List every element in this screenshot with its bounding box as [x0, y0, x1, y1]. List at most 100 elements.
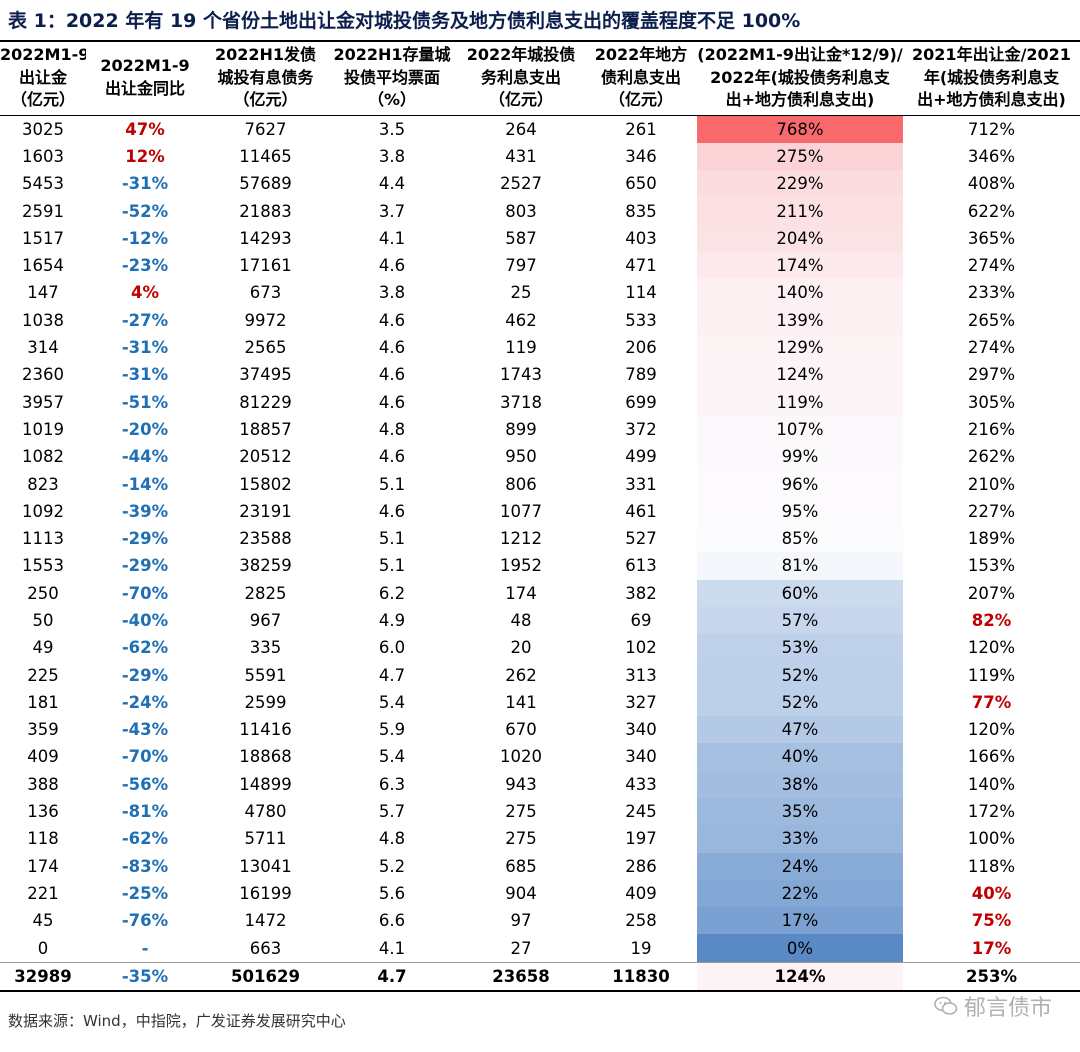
- land-transfer-cell: 118: [27, 829, 59, 849]
- coverage-2021-cell: 100%: [967, 829, 1016, 849]
- land-transfer-cell: 2360: [22, 365, 64, 385]
- chengtou-interest-cell: 262: [505, 665, 537, 685]
- coverage-2021-cell: 712%: [967, 119, 1016, 139]
- coverage-2022-cell: 211%: [697, 197, 903, 225]
- chengtou-interest-cell: 797: [505, 256, 537, 276]
- local-bond-interest-cell: 471: [625, 256, 657, 276]
- debt-cell: 37495: [239, 365, 292, 385]
- yoy-cell: -43%: [121, 720, 169, 740]
- yoy-cell: -24%: [121, 692, 169, 712]
- coupon-cell: 4.6: [378, 392, 406, 412]
- column-header-line: 2021年出让金/2021: [912, 45, 1071, 64]
- coverage-2022-cell: 96%: [697, 470, 903, 498]
- column-header-line: 出让金: [18, 67, 67, 87]
- land-transfer-cell: 136: [27, 802, 59, 822]
- table-row: 147 4% 673 3.8 25 114 140% 233%: [0, 279, 1080, 307]
- table-row: 50 -40% 967 4.9 48 69 57% 82%: [0, 606, 1080, 635]
- local-bond-interest-cell: 261: [625, 119, 657, 139]
- land-transfer-cell: 181: [27, 692, 59, 712]
- coupon-cell: 4.6: [378, 256, 406, 276]
- watermark: 郁言债市: [934, 990, 1052, 1022]
- coupon-cell: 4.1: [378, 228, 406, 248]
- yoy-cell: 47%: [125, 119, 165, 139]
- column-header-line: （亿元）: [488, 90, 553, 109]
- yoy-cell: -35%: [86, 961, 204, 992]
- source-note: 数据来源：Wind，中指院，广发证券发展研究中心: [8, 1012, 346, 1030]
- chengtou-interest-cell: 23658: [457, 961, 585, 992]
- yoy-cell: -: [141, 938, 149, 958]
- chengtou-interest-cell: 27: [510, 938, 532, 958]
- table-row: 1082 -44% 20512 4.6 950 499 99% 262%: [0, 443, 1080, 471]
- coverage-2021-cell: 120%: [967, 638, 1016, 658]
- debt-cell: 38259: [239, 556, 292, 576]
- debt-cell: 16199: [239, 883, 292, 903]
- chengtou-interest-cell: 97: [510, 911, 532, 931]
- chengtou-interest-cell: 431: [505, 146, 537, 166]
- coupon-cell: 4.6: [378, 447, 406, 467]
- yoy-cell: -23%: [121, 256, 169, 276]
- coverage-2021-cell: 77%: [971, 692, 1012, 712]
- column-header-line: 出+地方债利息支出): [917, 90, 1066, 109]
- coupon-cell: 4.6: [378, 310, 406, 330]
- table-row: 174 -83% 13041 5.2 685 286 24% 118%: [0, 852, 1080, 880]
- table-row: 49 -62% 335 6.0 20 102 53% 120%: [0, 634, 1080, 662]
- table-row: 45 -76% 1472 6.6 97 258 17% 75%: [0, 907, 1080, 935]
- coverage-2022-cell: 124%: [697, 961, 903, 992]
- column-header-line: （亿元）: [233, 90, 298, 109]
- local-bond-interest-cell: 340: [625, 720, 657, 740]
- local-bond-interest-cell: 527: [625, 529, 657, 549]
- debt-cell: 663: [249, 938, 282, 958]
- local-bond-interest-cell: 331: [625, 474, 657, 494]
- coverage-2021-cell: 216%: [967, 419, 1016, 439]
- coverage-2021-cell: 346%: [967, 146, 1016, 166]
- local-bond-interest-cell: 789: [625, 365, 657, 385]
- chengtou-interest-cell: 174: [505, 583, 537, 603]
- coupon-cell: 4.6: [378, 365, 406, 385]
- chengtou-interest-cell: 806: [505, 474, 537, 494]
- coverage-2021-cell: 262%: [967, 447, 1016, 467]
- coupon-cell: 5.7: [378, 802, 406, 822]
- coupon-cell: 3.7: [378, 201, 406, 221]
- coupon-cell: 5.4: [378, 692, 406, 712]
- column-header-7: (2022M1-9出让金*12/9)/ 2022年(城投债务利息支 出+地方债利息支…: [697, 40, 903, 116]
- local-bond-interest-cell: 69: [630, 610, 652, 630]
- column-header-line: 2022M1-9: [0, 45, 86, 64]
- coverage-2022-cell: 52%: [697, 661, 903, 689]
- debt-cell: 7627: [244, 119, 287, 139]
- coverage-2021-cell: 75%: [971, 911, 1012, 931]
- local-bond-interest-cell: 372: [625, 419, 657, 439]
- debt-cell: 4780: [244, 802, 287, 822]
- land-transfer-cell: 174: [27, 856, 59, 876]
- local-bond-interest-cell: 206: [625, 338, 657, 358]
- land-transfer-cell: 225: [27, 665, 59, 685]
- yoy-cell: -12%: [121, 228, 169, 248]
- chengtou-interest-cell: 1212: [500, 529, 542, 549]
- table-row: 1603 12% 11465 3.8 431 346 275% 346%: [0, 142, 1080, 171]
- yoy-cell: -29%: [121, 556, 169, 576]
- column-header-line: （%）: [367, 90, 417, 109]
- chengtou-interest-cell: 943: [505, 774, 537, 794]
- chengtou-interest-cell: 25: [510, 283, 532, 303]
- wechat-icon: [934, 995, 958, 1017]
- coupon-cell: 6.0: [378, 638, 406, 658]
- local-bond-interest-cell: 433: [625, 774, 657, 794]
- coverage-2022-cell: 0%: [697, 934, 903, 963]
- yoy-cell: -29%: [121, 529, 169, 549]
- local-bond-interest-cell: 346: [625, 146, 657, 166]
- land-transfer-cell: 49: [32, 638, 54, 658]
- coverage-2021-cell: 40%: [971, 883, 1012, 903]
- coverage-2022-cell: 33%: [697, 825, 903, 853]
- coverage-2022-cell: 85%: [697, 524, 903, 553]
- table-row: 1654 -23% 17161 4.6 797 471 174% 274%: [0, 251, 1080, 280]
- coverage-2021-cell: 118%: [967, 856, 1016, 876]
- land-transfer-cell: 2591: [22, 201, 64, 221]
- debt-cell: 335: [249, 638, 282, 658]
- coverage-table: 2022M1-9 出让金 （亿元） 2022M1-9 出让金同比 2022H1发债 城投有息…: [0, 40, 1080, 992]
- coupon-cell: 4.7: [378, 665, 406, 685]
- coverage-2021-cell: 210%: [967, 474, 1016, 494]
- land-transfer-cell: 1603: [22, 146, 64, 166]
- coupon-cell: 4.6: [378, 501, 406, 521]
- yoy-cell: 4%: [130, 283, 159, 303]
- column-header-line: 2022H1发债: [214, 45, 317, 64]
- coupon-cell: 5.1: [378, 474, 406, 494]
